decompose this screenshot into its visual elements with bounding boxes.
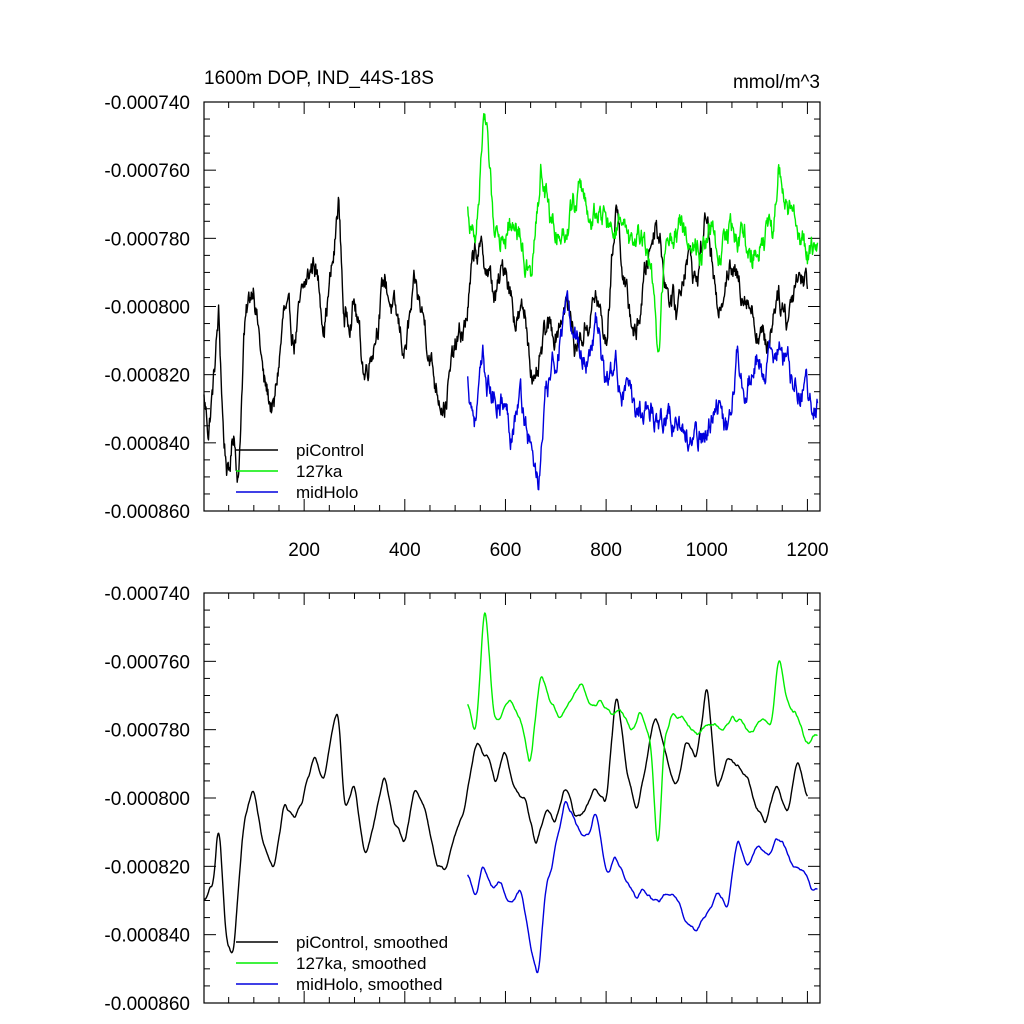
x-tick-label: 400: [389, 540, 421, 561]
y-tick-label: -0.000760: [104, 161, 190, 182]
x-tick-label: 800: [590, 540, 622, 561]
x-tick-label: 1200: [786, 540, 828, 561]
y-tick-label: -0.000740: [104, 93, 190, 114]
y-tick-label: -0.000820: [104, 366, 190, 387]
legend-label: 127ka: [296, 462, 343, 481]
units-label: mmol/m^3: [733, 72, 820, 93]
y-tick-label: -0.000780: [104, 229, 190, 250]
legend-label: 127ka, smoothed: [296, 954, 426, 973]
panel-top: -0.000740 -0.000760 -0.000780 -0.000800 -0.0…: [104, 93, 828, 561]
legend-label: piControl, smoothed: [296, 933, 448, 952]
series-line-midholo: [467, 290, 819, 491]
series-line-127ka: [467, 612, 818, 842]
y-tick-label: -0.000860: [104, 994, 190, 1015]
y-tick-label: -0.000840: [104, 434, 190, 455]
series-line-midholo: [467, 800, 818, 974]
legend-label: piControl: [296, 441, 364, 460]
legend-label: midHolo: [296, 483, 358, 502]
y-tick-label: -0.000780: [104, 721, 190, 742]
panel-bottom: -0.000740 -0.000760 -0.000780 -0.000800 -0.0…: [104, 584, 821, 1015]
x-tick-label: 600: [490, 540, 522, 561]
y-tick-label: -0.000860: [104, 502, 190, 523]
figure-title: 1600m DOP, IND_44S-18S: [204, 68, 434, 89]
series-line-picontrol: [203, 689, 809, 954]
y-tick-label: -0.000760: [104, 652, 190, 673]
y-tick-label: -0.000800: [104, 789, 190, 810]
legend-label: midHolo, smoothed: [296, 975, 442, 994]
x-tick-label: 1000: [686, 540, 728, 561]
series-line-127ka: [467, 113, 819, 353]
x-tick-label: 200: [288, 540, 320, 561]
y-tick-label: -0.000820: [104, 857, 190, 878]
y-tick-label: -0.000800: [104, 298, 190, 319]
series-line-picontrol: [203, 196, 809, 483]
y-tick-label: -0.000740: [104, 584, 190, 605]
y-tick-label: -0.000840: [104, 926, 190, 947]
